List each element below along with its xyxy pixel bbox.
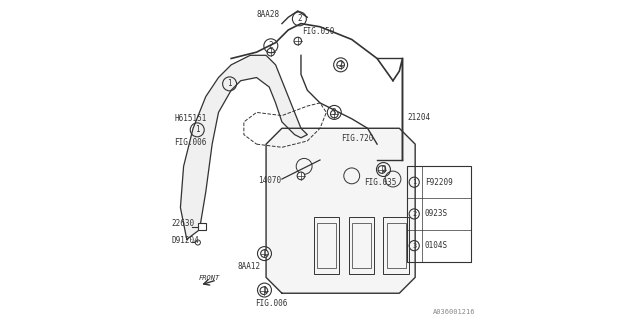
Text: D91204: D91204 (172, 236, 200, 245)
Text: 1: 1 (195, 125, 200, 134)
Circle shape (267, 48, 275, 56)
Text: 3: 3 (332, 108, 337, 117)
Text: 8AA12: 8AA12 (237, 262, 260, 271)
Circle shape (195, 240, 200, 245)
Text: FIG.050: FIG.050 (303, 27, 335, 36)
Text: 21204: 21204 (407, 113, 430, 122)
Text: 2: 2 (381, 165, 386, 174)
Text: FIG.035: FIG.035 (364, 178, 396, 187)
Text: 2: 2 (412, 211, 417, 217)
Text: H615151: H615151 (174, 114, 207, 123)
Text: 14070: 14070 (258, 176, 281, 185)
Text: 22630: 22630 (172, 219, 195, 228)
Bar (198, 223, 206, 230)
Circle shape (294, 37, 301, 45)
Text: 2: 2 (339, 60, 343, 69)
Text: 1: 1 (262, 285, 267, 295)
Text: FIG.006: FIG.006 (174, 138, 207, 147)
Text: 1: 1 (262, 249, 267, 258)
Text: FRONT: FRONT (198, 275, 220, 281)
Text: 0104S: 0104S (425, 241, 448, 250)
Text: 2: 2 (269, 41, 273, 50)
Text: 1: 1 (227, 79, 232, 88)
Text: 8AA28: 8AA28 (257, 10, 280, 19)
Text: 3: 3 (412, 243, 417, 249)
Text: FIG.720: FIG.720 (342, 134, 374, 143)
Circle shape (330, 110, 338, 118)
Text: 1: 1 (412, 179, 417, 185)
Circle shape (337, 61, 344, 69)
Text: A036001216: A036001216 (433, 309, 476, 316)
Circle shape (260, 250, 268, 257)
Text: F92209: F92209 (425, 178, 452, 187)
Text: FIG.006: FIG.006 (255, 299, 287, 308)
Text: 2: 2 (297, 14, 301, 23)
Polygon shape (180, 55, 307, 239)
Circle shape (378, 166, 386, 173)
Polygon shape (266, 128, 415, 293)
Circle shape (260, 287, 268, 294)
Text: 0923S: 0923S (425, 209, 448, 219)
Circle shape (297, 172, 305, 180)
